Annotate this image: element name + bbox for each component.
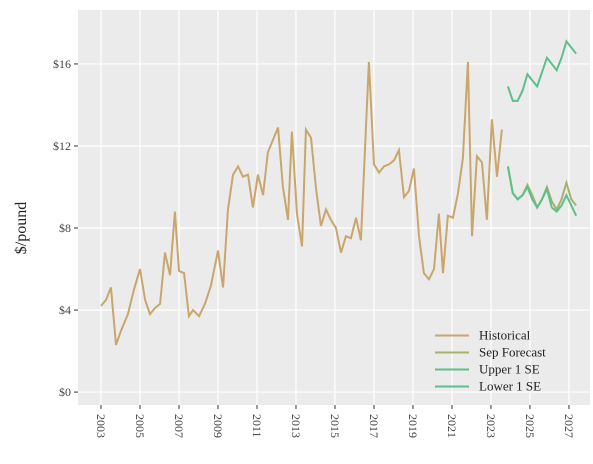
y-tick-label: $8 — [59, 221, 71, 235]
y-tick-label: $16 — [53, 57, 71, 71]
y-tick-label: $4 — [59, 303, 71, 317]
legend-label: Sep Forecast — [479, 345, 546, 360]
y-tick-label: $12 — [53, 139, 71, 153]
x-tick-label: 2017 — [367, 414, 381, 438]
series-line — [506, 166, 578, 217]
x-tick-label: 2015 — [328, 414, 342, 438]
y-tick-label: $0 — [59, 385, 71, 399]
x-tick-label: 2007 — [172, 414, 186, 438]
x-tick-label: 2021 — [445, 414, 459, 438]
x-tick-label: 2027 — [562, 414, 576, 438]
x-tick-label: 2013 — [289, 414, 303, 438]
x-tick-label: 2023 — [484, 414, 498, 438]
x-tick-label: 2003 — [94, 414, 108, 438]
x-tick-label: 2011 — [250, 414, 264, 438]
x-tick-label: 2005 — [133, 414, 147, 438]
legend-label: Historical — [479, 328, 531, 343]
legend-label: Lower 1 SE — [479, 379, 541, 394]
series-line — [506, 39, 577, 102]
x-tick-label: 2009 — [211, 414, 225, 438]
series-line — [100, 61, 503, 346]
legend-label: Upper 1 SE — [479, 362, 540, 377]
plot-background — [78, 10, 590, 405]
x-tick-label: 2019 — [406, 414, 420, 438]
y-axis-label: $/pound — [13, 202, 30, 254]
x-tick-label: 2025 — [523, 414, 537, 438]
